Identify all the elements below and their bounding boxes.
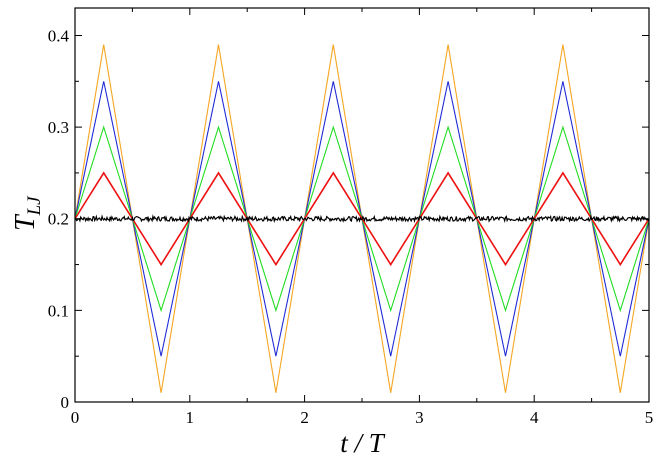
- y-tick-label: 0.2: [48, 210, 69, 229]
- y-axis-title: TLJ: [10, 195, 45, 231]
- series-layer: [74, 44, 650, 393]
- x-tick-label: 1: [186, 408, 195, 427]
- y-tick-label: 0.3: [48, 118, 69, 137]
- x-axis-title: t / T: [340, 428, 386, 458]
- x-tick-label: 3: [415, 408, 424, 427]
- x-tick-label: 0: [71, 408, 80, 427]
- x-tick-label: 4: [530, 408, 539, 427]
- x-tick-label: 2: [300, 408, 309, 427]
- series-line-5: [74, 214, 650, 224]
- plot-frame: [74, 7, 650, 403]
- x-tick-label: 5: [645, 408, 654, 427]
- y-tick-label: 0: [61, 393, 70, 412]
- ticks-layer: [74, 8, 650, 403]
- tick-labels: 0 1 2 3 4 5 0 0.1 0.2 0.3 0.4: [48, 26, 654, 427]
- y-tick-label: 0.4: [48, 26, 70, 45]
- y-axis-title-sub: LJ: [24, 195, 45, 217]
- y-tick-label: 0.1: [48, 301, 69, 320]
- y-axis-title-main: T: [10, 213, 41, 231]
